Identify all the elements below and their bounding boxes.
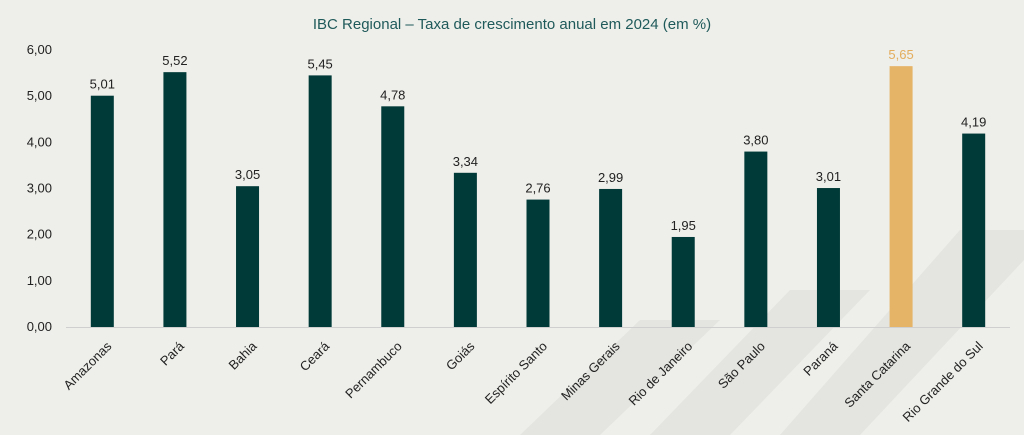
bar-bahia (236, 186, 260, 327)
bar-rio-grande-do-sul (962, 133, 986, 327)
bar-pernambuco (381, 106, 405, 327)
y-tick-label: 0,00 (27, 319, 52, 334)
y-tick-label: 6,00 (27, 42, 52, 57)
x-tick-label: Bahia (226, 338, 261, 373)
data-label: 3,80 (743, 133, 768, 148)
bar-santa-catarina (889, 66, 913, 328)
bar-goias (453, 172, 477, 327)
data-label: 3,05 (235, 167, 260, 182)
bar-sao-paulo (744, 151, 768, 327)
data-label: 5,65 (888, 47, 913, 62)
data-labels: 5,01 5,52 3,05 5,45 4,78 3,34 2,76 2,99 1,95 3,80… (90, 47, 987, 233)
bar-ceara (308, 75, 332, 328)
data-label: 2,76 (525, 181, 550, 196)
bar-amazonas (90, 95, 114, 327)
data-label: 4,19 (961, 115, 986, 130)
x-tick-label: Pernambuco (342, 339, 405, 402)
y-tick-label: 4,00 (27, 134, 52, 149)
background-watermark (520, 230, 1024, 435)
x-tick-label: Ceará (297, 338, 333, 374)
x-tick-label: Amazonas (60, 338, 114, 392)
watermark-stripe (520, 320, 720, 435)
data-label: 5,01 (90, 77, 115, 92)
bars (90, 66, 986, 328)
y-tick-label: 5,00 (27, 88, 52, 103)
y-tick-label: 3,00 (27, 181, 52, 196)
y-tick-label: 2,00 (27, 227, 52, 242)
bar-rio-de-janeiro (671, 236, 695, 327)
x-tick-label: Pará (157, 338, 188, 369)
x-tick-label: Goiás (443, 338, 478, 373)
data-label: 4,78 (380, 87, 405, 102)
data-label: 5,45 (307, 56, 332, 71)
data-label: 3,34 (453, 154, 478, 169)
bar-espirito-santo (526, 199, 550, 327)
y-axis: 0,00 1,00 2,00 3,00 4,00 5,00 6,00 (27, 42, 52, 334)
data-label: 3,01 (816, 169, 841, 184)
watermark-stripe (650, 290, 870, 435)
chart-title: IBC Regional – Taxa de crescimento anual… (313, 16, 711, 33)
y-tick-label: 1,00 (27, 273, 52, 288)
data-label: 2,99 (598, 170, 623, 185)
x-tick-label: Espírito Santo (482, 339, 550, 407)
data-label: 1,95 (671, 218, 696, 233)
bar-minas-gerais (599, 188, 623, 327)
bar-para (163, 72, 187, 327)
bar-parana (816, 188, 840, 327)
data-label: 5,52 (162, 53, 187, 68)
